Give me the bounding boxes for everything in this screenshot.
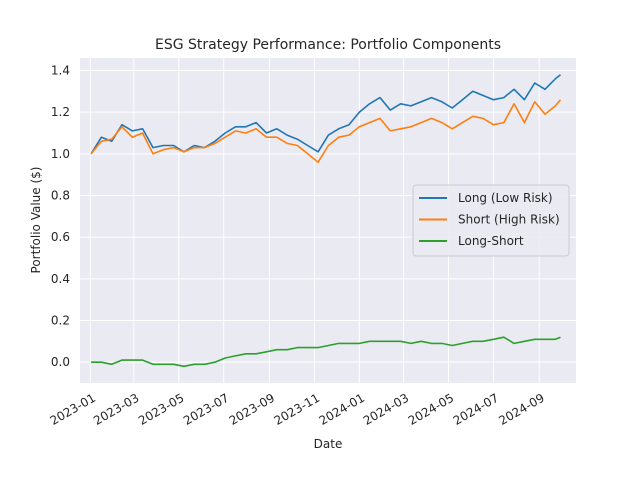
series-line-0	[90, 74, 562, 155]
x-axis-label: Date	[314, 437, 343, 451]
legend-label: Long-Short	[458, 234, 524, 248]
chart-title: ESG Strategy Performance: Portfolio Comp…	[155, 37, 501, 53]
y-tick-label: 1.4	[51, 64, 70, 78]
y-axis-label: Portfolio Value ($)	[29, 167, 43, 274]
legend-label: Short (High Risk)	[458, 213, 560, 227]
legend: Long (Low Risk) Short (High Risk) Long-Sho…	[412, 184, 570, 257]
y-tick-label: 0.6	[51, 230, 70, 244]
y-tick-labels: 0.0 0.2 0.4 0.6 0.8 1.0 1.2 1.4	[51, 64, 70, 370]
y-tick-label: 0.4	[51, 272, 70, 286]
y-tick-label: 0.2	[51, 314, 70, 328]
series-line-2	[91, 336, 561, 368]
y-tick-label: 1.2	[51, 105, 70, 119]
series-lines	[90, 74, 562, 368]
legend-box	[412, 184, 570, 257]
legend-label: Long (Low Risk)	[458, 191, 553, 205]
y-tick-label: 0.0	[51, 355, 70, 369]
series-line-1	[90, 99, 562, 163]
y-tick-label: 0.8	[51, 189, 70, 203]
y-tick-label: 1.0	[51, 147, 70, 161]
